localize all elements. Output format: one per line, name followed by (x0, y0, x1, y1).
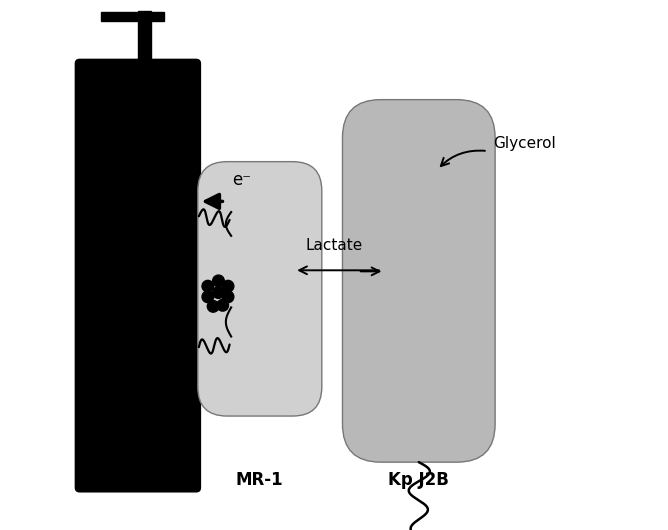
FancyBboxPatch shape (75, 59, 200, 492)
Circle shape (202, 280, 214, 292)
Circle shape (207, 301, 219, 312)
Bar (138, 11, 151, 64)
Circle shape (202, 291, 214, 303)
Text: e⁻: e⁻ (232, 171, 250, 189)
Text: Glycerol: Glycerol (493, 136, 556, 151)
Circle shape (222, 280, 234, 292)
Circle shape (212, 275, 224, 287)
FancyBboxPatch shape (198, 162, 322, 416)
Circle shape (212, 287, 224, 298)
Circle shape (222, 291, 234, 303)
Text: MR-1: MR-1 (236, 471, 284, 489)
Text: Lactate: Lactate (305, 238, 363, 253)
FancyBboxPatch shape (343, 100, 495, 462)
Text: Kp J2B: Kp J2B (388, 471, 450, 489)
Bar (101, 12, 164, 21)
Circle shape (217, 299, 228, 311)
